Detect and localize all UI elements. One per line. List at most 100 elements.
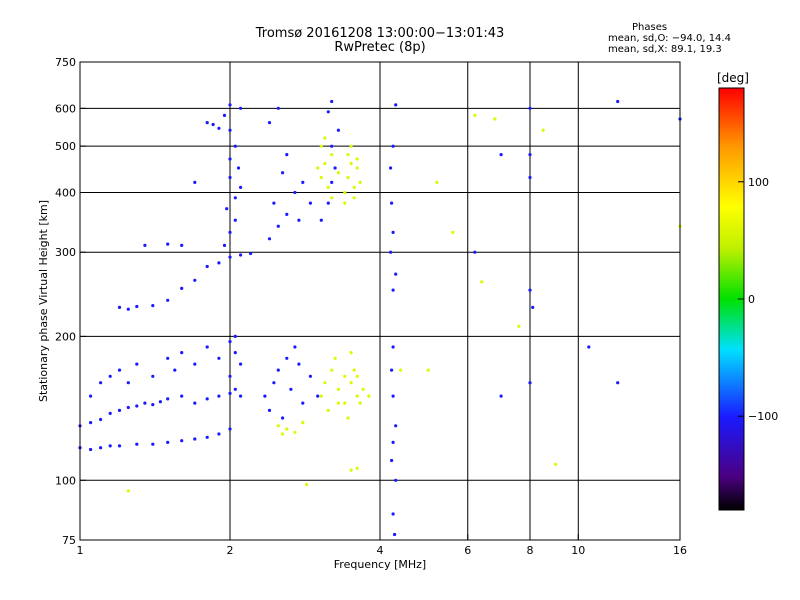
echo-point [267,237,272,241]
echo-point [528,381,532,385]
x-tick-label: 1 [77,544,84,557]
x-tick-label: 4 [377,544,384,557]
echo-point [151,403,155,407]
echo-point [151,442,155,446]
echo-point [135,442,139,446]
echo-point [151,374,155,378]
echo-point [233,334,237,338]
echo-point [263,394,267,398]
echo-point [349,351,353,355]
echo-point [281,171,285,175]
echo-point [587,345,591,349]
colorbar-tick-label: 0 [748,293,755,306]
echo-point [166,356,170,360]
echo-point [126,405,130,410]
echo-point [293,190,297,195]
echo-point [319,144,323,148]
echo-point [276,106,280,110]
echo-point [205,264,209,269]
echo-point [205,121,209,125]
echo-point [330,144,334,148]
echo-point [301,180,305,184]
echo-point [308,374,312,378]
echo-point [323,136,327,140]
phases-heading: Phases [632,22,668,33]
echo-point [180,439,184,443]
y-tick-labels: 75 100 200 300 400 500 600 750 [55,56,86,547]
echo-point [228,128,232,132]
echo-point [281,432,285,436]
echo-point [346,153,350,157]
echo-point [233,387,237,391]
echo-point [301,401,305,405]
echo-point [99,417,103,422]
y-tick-label: 400 [55,186,76,199]
echo-point [228,157,232,161]
echo-point [451,230,455,234]
echo-point [355,374,359,378]
echo-point [233,144,237,148]
echo-point [222,113,227,117]
echo-point [343,201,347,205]
echo-point [336,171,340,175]
echo-point [143,401,147,405]
echo-point [326,201,330,205]
echo-point [326,185,330,189]
echo-point [236,166,241,170]
echo-point [389,166,393,170]
echo-point [217,126,221,130]
echo-point [330,180,334,184]
echo-point [166,242,170,246]
y-tick-label: 75 [62,534,76,547]
echo-point [391,144,395,148]
x-tick-label: 8 [527,544,534,557]
echo-point [276,224,280,228]
echo-point [233,196,237,200]
echo-point [267,408,272,412]
colorbar [718,87,745,511]
echo-point [391,288,395,292]
echo-point [249,252,253,256]
y-tick-label: 750 [55,56,76,69]
echo-point [349,381,353,385]
echo-point [217,356,221,360]
echo-point [358,180,362,184]
echo-point [117,408,122,412]
echo-point [228,255,232,259]
echo-point [323,161,327,166]
echo-point [493,117,497,121]
echo-point [355,394,359,398]
echo-point [528,106,532,110]
phase-stats-x: mean, sd,X: 89.1, 19.3 [608,44,722,55]
echo-point [180,243,184,247]
echo-point [319,394,323,398]
echo-point [239,106,243,110]
x-axis-label: Frequency [MHz] [334,558,426,571]
echo-point [205,397,209,401]
echo-point [330,368,334,372]
echo-point [166,298,170,302]
echo-point [343,374,347,378]
echo-point [336,128,340,132]
echo-point [391,345,395,349]
echo-point [193,180,197,184]
echo-point [336,387,340,391]
echo-point [117,368,122,372]
echo-point [180,286,184,290]
echo-point [108,444,112,448]
phase-stats-o: mean, sd,O: −94.0, 14.4 [608,33,731,44]
echo-point [343,190,347,195]
echo-point [394,424,398,428]
y-tick-label: 200 [55,330,76,343]
echo-point [166,440,170,444]
echo-point [352,185,356,189]
echo-point [108,411,112,415]
x-tick-label: 6 [464,544,471,557]
echo-point [393,532,397,537]
echo-point [528,175,532,180]
echo-point [193,362,197,366]
echo-point [289,387,293,391]
echo-point [473,113,477,117]
echo-point [330,196,334,200]
echo-point [330,99,334,104]
